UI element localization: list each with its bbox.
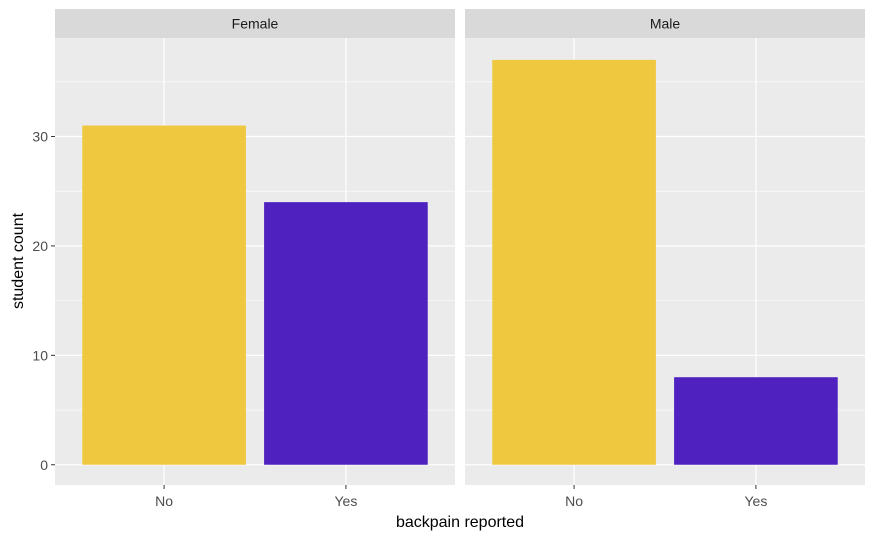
y-tick-label: 0 bbox=[40, 457, 48, 473]
strip-female bbox=[55, 9, 455, 38]
strip-label-female: Female bbox=[232, 16, 279, 32]
y-tick-label: 10 bbox=[32, 347, 48, 363]
facet-panels: Female No Yes Male No Yes bbox=[55, 9, 865, 509]
y-axis-title: student count bbox=[10, 212, 27, 309]
x-tick-label-male-no: No bbox=[565, 493, 583, 509]
bar-male-no bbox=[492, 59, 656, 465]
x-tick-label-female-yes: Yes bbox=[334, 493, 357, 509]
y-axis: 0 10 20 30 bbox=[32, 128, 55, 473]
y-tick-label: 30 bbox=[32, 128, 48, 144]
x-tick-label-female-no: No bbox=[155, 493, 173, 509]
strip-label-male: Male bbox=[650, 16, 681, 32]
x-axis-title: backpain reported bbox=[396, 514, 524, 531]
panel-male: Male No Yes bbox=[465, 9, 865, 509]
x-tick-label-male-yes: Yes bbox=[744, 493, 767, 509]
y-tick-label: 20 bbox=[32, 238, 48, 254]
bar-female-no bbox=[82, 125, 246, 465]
strip-male bbox=[465, 9, 865, 38]
bar-male-yes bbox=[674, 377, 838, 465]
bar-female-yes bbox=[264, 202, 428, 465]
panel-female: Female No Yes bbox=[55, 9, 455, 509]
